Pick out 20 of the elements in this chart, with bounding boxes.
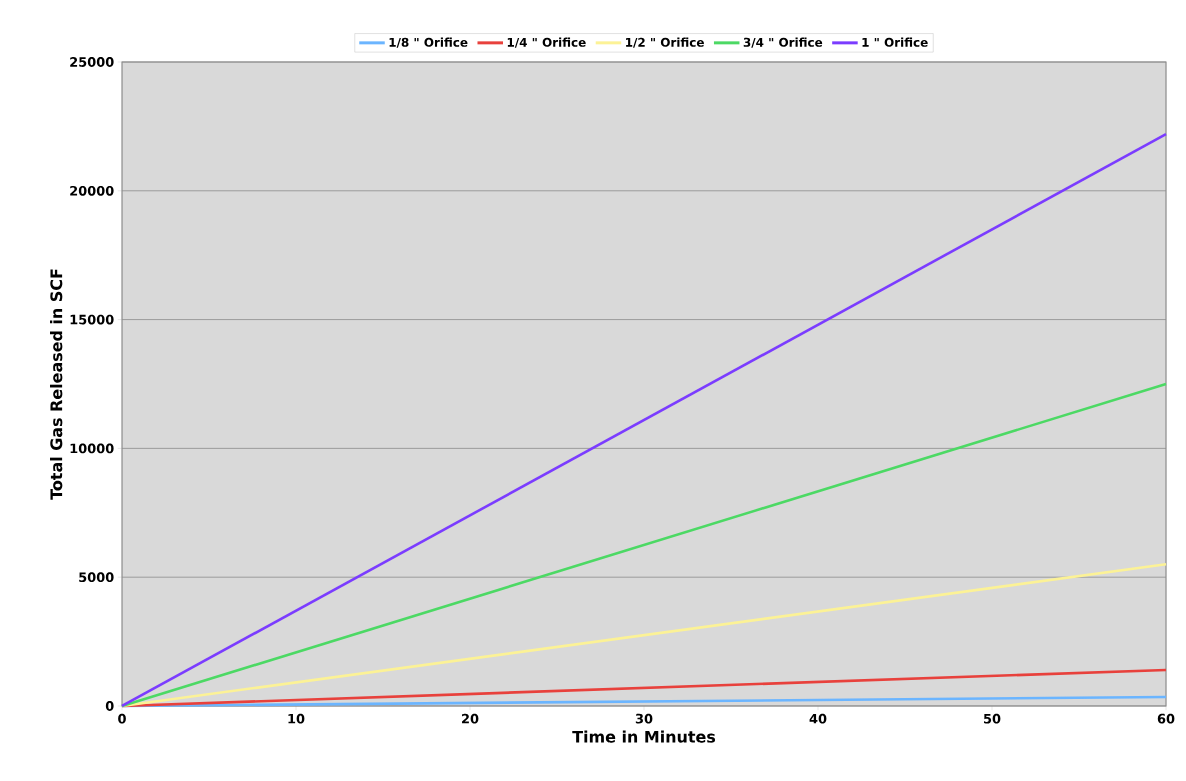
x-tick-label: 10 bbox=[288, 713, 305, 724]
x-axis-title: Time in Minutes bbox=[572, 730, 716, 743]
y-tick-label: 5000 bbox=[79, 572, 114, 583]
legend-label: 1/8 " Orifice bbox=[389, 37, 468, 48]
x-tick-label: 20 bbox=[462, 713, 479, 724]
x-tick-label: 30 bbox=[635, 713, 653, 724]
x-tick-label: 60 bbox=[1157, 713, 1175, 724]
legend-label: 1/4 " Orifice bbox=[507, 37, 586, 48]
x-tick-label: 50 bbox=[984, 713, 1001, 724]
x-tick-label: 0 bbox=[118, 713, 126, 724]
y-tick-label: 10000 bbox=[70, 443, 114, 454]
y-tick-label: 0 bbox=[105, 701, 114, 711]
legend-label: 1 " Orifice bbox=[862, 37, 928, 47]
x-tick-label: 40 bbox=[809, 713, 827, 724]
legend-label: 1/2 " Orifice bbox=[626, 37, 704, 48]
legend-label: 3/4 " Orifice bbox=[743, 37, 823, 48]
y-tick-label: 20000 bbox=[70, 185, 114, 196]
y-tick-label: 25000 bbox=[70, 57, 114, 67]
y-tick-label: 15000 bbox=[70, 314, 114, 325]
y-axis-title: Total Gas Released in SCF bbox=[50, 269, 63, 500]
